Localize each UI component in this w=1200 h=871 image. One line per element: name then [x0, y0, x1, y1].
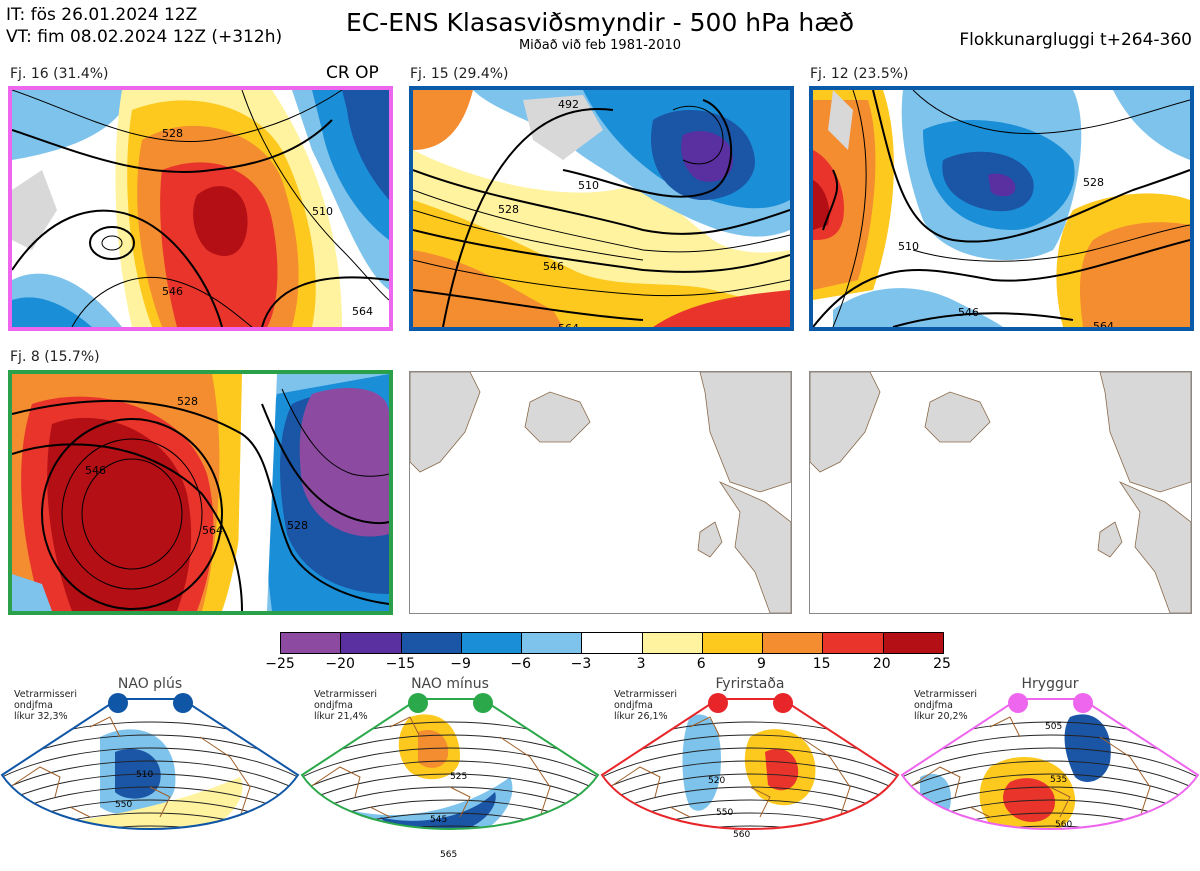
- colorbar-segment: [763, 633, 824, 653]
- contour-label: 528: [498, 203, 519, 216]
- contour-label: 510: [578, 179, 599, 192]
- page-title: EC-ENS Klasasviðsmyndir - 500 hPa hæð: [345, 8, 855, 37]
- colorbar-tick-label: 20: [872, 656, 891, 672]
- colorbar-tick-label: 25: [933, 656, 951, 672]
- regime-contour-label: 550: [716, 808, 733, 818]
- cluster-map-3: 510 528 546 564: [809, 86, 1194, 331]
- regime-contour-label: 535: [1050, 775, 1067, 785]
- regime-contour-label: 510: [136, 770, 153, 780]
- regime-contour-label: 565: [440, 850, 457, 860]
- cluster-map-1: 528 546 564 510: [8, 86, 393, 331]
- page-subtitle: Miðað við feb 1981-2010: [518, 38, 682, 53]
- cluster-map-4: 528 546 564 528: [8, 370, 393, 615]
- colorbar: [280, 632, 944, 654]
- regime-probability-note: Vetrarmisseri ondjfma líkur 26,1%: [614, 689, 677, 722]
- colorbar-segment: [401, 633, 462, 653]
- colorbar-segment: [522, 633, 583, 653]
- panel-3-label: Fj. 12 (23.5%): [810, 66, 909, 82]
- colorbar-tick-label: 9: [756, 656, 766, 672]
- colorbar-segment: [341, 633, 402, 653]
- regime-name: Fyrirstaða: [715, 676, 785, 692]
- colorbar-segment: [642, 633, 703, 653]
- contour-label: 564: [202, 524, 223, 537]
- regime-fan-map: 525 545 565: [300, 698, 600, 860]
- panel-2-label: Fj. 15 (29.4%): [410, 66, 509, 82]
- contour-label: 546: [958, 306, 979, 319]
- panel-1-badge: CR OP: [326, 63, 379, 83]
- panel-4-label: Fj. 8 (15.7%): [10, 349, 100, 365]
- contour-label: 564: [352, 305, 373, 318]
- regime-fan-map: 520 550 560: [600, 698, 900, 840]
- contour-label: 510: [898, 240, 919, 253]
- colorbar-tick-label: 3: [636, 656, 646, 672]
- colorbar-tick-label: −20: [325, 656, 355, 672]
- colorbar-tick-label: −6: [510, 656, 532, 672]
- regime-contour-label: 505: [1045, 722, 1062, 732]
- contour-label: 528: [1083, 176, 1104, 189]
- contour-label: 528: [287, 519, 308, 532]
- colorbar-tick-label: 6: [696, 656, 706, 672]
- regime-name: NAO plús: [117, 676, 183, 692]
- regime-contour-label: 545: [430, 815, 447, 825]
- colorbar-segment: [702, 633, 764, 653]
- empty-map-6: [809, 371, 1192, 614]
- regime-name: NAO mínus: [411, 676, 489, 692]
- contour-label: 510: [312, 205, 333, 218]
- colorbar-segment: [461, 633, 523, 653]
- classification-window: Flokkunargluggi t+264-360: [959, 30, 1192, 50]
- contour-label: 564: [1093, 320, 1114, 327]
- regime-fan-map: 510 550: [0, 698, 300, 830]
- regime-contour-label: 550: [115, 800, 132, 810]
- contour-label: 528: [162, 127, 183, 140]
- regime-probability-note: Vetrarmisseri ondjfma líkur 20,2%: [914, 689, 977, 722]
- colorbar-tick-label: −15: [385, 656, 416, 672]
- contour-label: 546: [162, 285, 183, 298]
- valid-time: VT: fim 08.02.2024 12Z (+312h): [6, 27, 283, 47]
- colorbar-segment: [582, 633, 643, 653]
- contour-label: 492: [558, 98, 579, 111]
- colorbar-tick-label: 15: [812, 656, 831, 672]
- colorbar-segment: [281, 633, 342, 653]
- colorbar-tick-label: −9: [450, 656, 471, 672]
- regime-contour-label: 560: [733, 830, 750, 840]
- cluster-map-2: 492 510 528 546 564: [409, 86, 794, 331]
- colorbar-segment: [823, 633, 884, 653]
- colorbar-segment: [883, 633, 943, 653]
- regime-contour-label: 520: [708, 776, 725, 786]
- contour-label: 528: [177, 395, 198, 408]
- contour-label: 546: [85, 464, 106, 477]
- regime-name: Hryggur: [1021, 676, 1079, 692]
- contour-label: 546: [543, 260, 564, 273]
- header-left: IT: fös 26.01.2024 12Z VT: fim 08.02.202…: [6, 4, 282, 48]
- regime-contour-label: 525: [450, 772, 467, 782]
- colorbar-tick-label: −25: [265, 656, 295, 672]
- regime-probability-note: Vetrarmisseri ondjfma líkur 21,4%: [314, 689, 377, 722]
- panel-1-label: Fj. 16 (31.4%): [10, 66, 109, 82]
- regime-probability-note: Vetrarmisseri ondjfma líkur 32,3%: [14, 689, 77, 722]
- empty-map-5: [409, 371, 792, 614]
- regime-fan-map: 505 535 560: [900, 698, 1200, 830]
- init-time: IT: fös 26.01.2024 12Z: [6, 5, 198, 25]
- colorbar-tick-label: −3: [570, 656, 592, 672]
- regime-contour-label: 560: [1055, 820, 1072, 830]
- contour-label: 564: [558, 322, 579, 327]
